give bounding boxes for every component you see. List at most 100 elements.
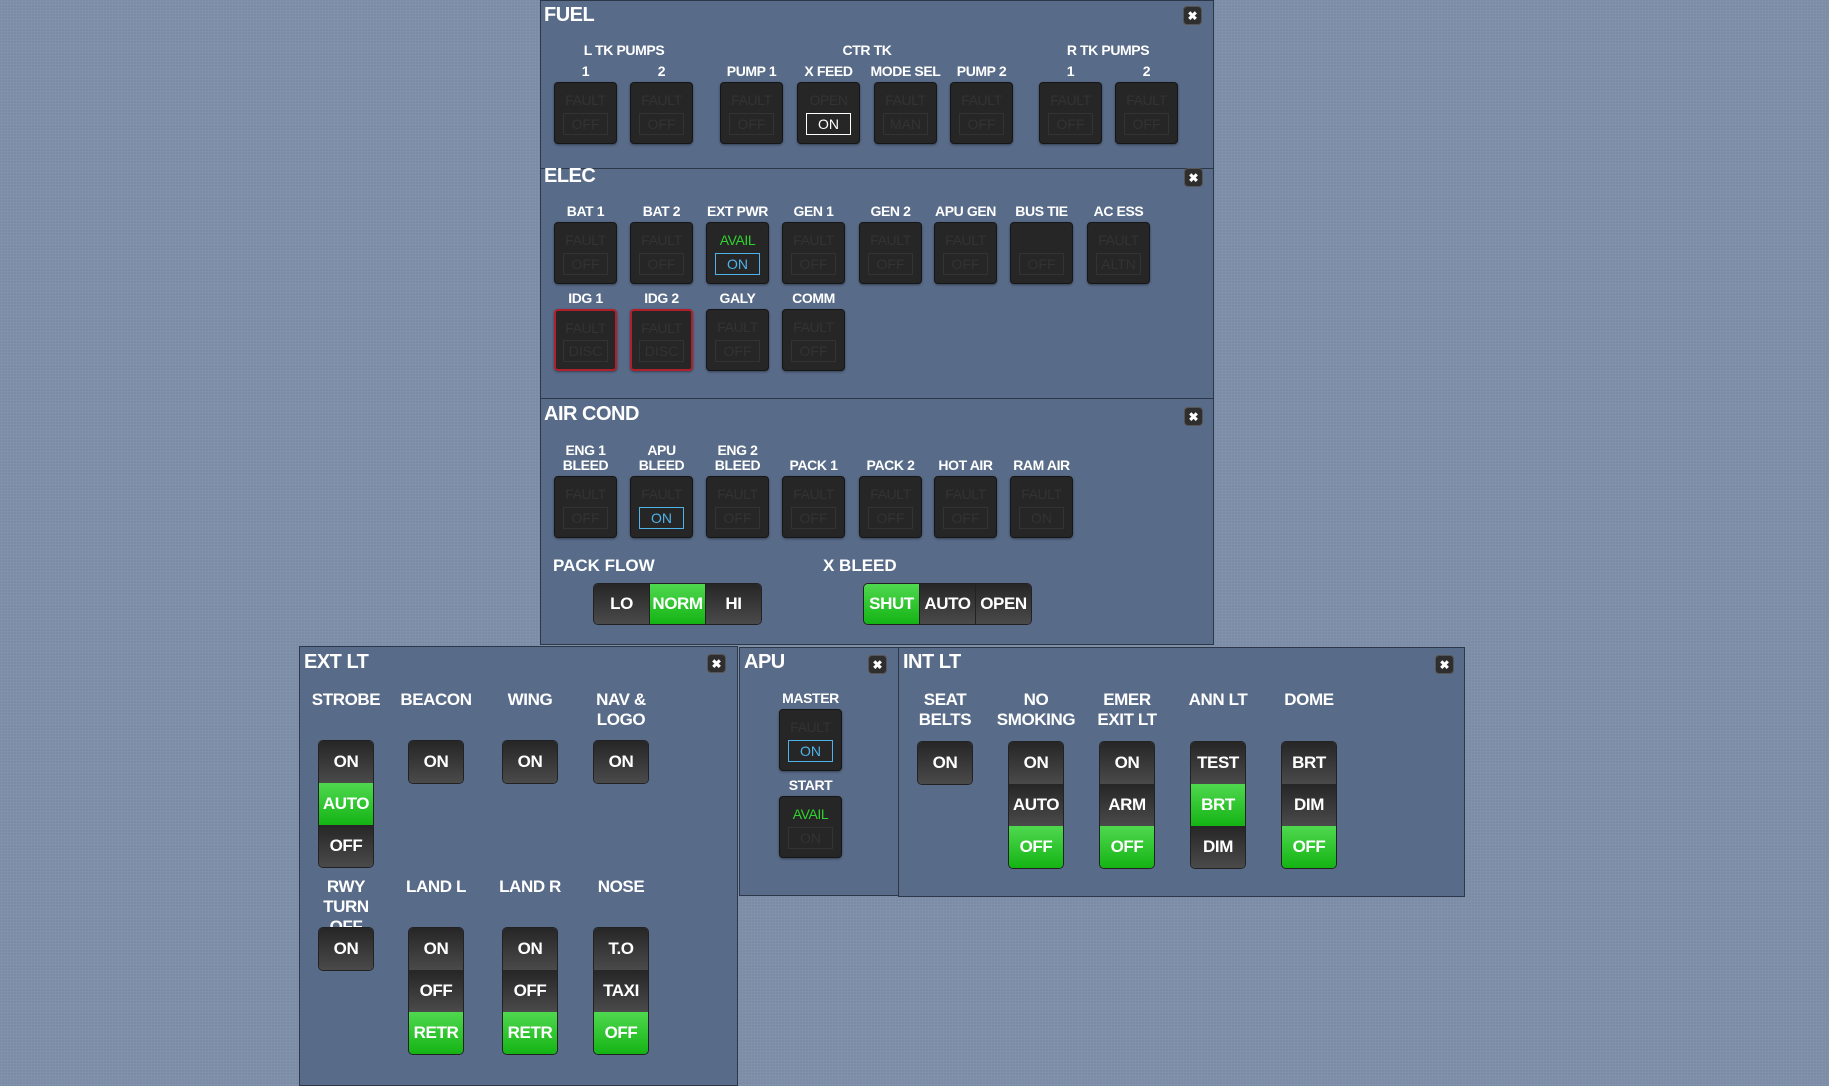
no-smoking-option-auto[interactable]: AUTO [1009,784,1063,826]
seat-belts-switch[interactable]: ON [917,741,973,785]
pack-2-pushbutton[interactable]: FAULT OFF [859,476,922,538]
nose-option-off[interactable]: OFF [594,1012,648,1054]
eng-2-bleed-pushbutton[interactable]: FAULT OFF [706,476,769,538]
bat-1-label: BAT 1 [566,203,605,219]
eng-1-bleed-pushbutton[interactable]: FAULT OFF [554,476,617,538]
dome-option-dim[interactable]: DIM [1282,784,1336,826]
gen-2-pushbutton[interactable]: FAULT OFF [859,222,922,284]
strobe-option-on[interactable]: ON [319,741,373,783]
2-pushbutton[interactable]: FAULT OFF [1115,82,1178,144]
emer-exit-lt-option-on[interactable]: ON [1100,742,1154,784]
idg-1-pushbutton[interactable]: FAULT DISC [554,309,617,371]
nose-option-taxi[interactable]: TAXI [594,970,648,1012]
bat-1-pushbutton[interactable]: FAULT OFF [554,222,617,284]
master-pushbutton[interactable]: FAULT ON [779,709,842,771]
ext-lt-close-icon[interactable]: ✖ [707,654,726,673]
land-r-option-off[interactable]: OFF [503,970,557,1012]
2-pushbutton[interactable]: FAULT OFF [630,82,693,144]
x-bleed-option-auto[interactable]: AUTO [920,584,976,624]
pack-flow-option-norm[interactable]: NORM [650,584,706,624]
strobe-option-off[interactable]: OFF [319,825,373,867]
1-pushbutton[interactable]: FAULT OFF [554,82,617,144]
apu-bleed-pushbutton[interactable]: FAULT ON [630,476,693,538]
x-bleed-option-open[interactable]: OPEN [976,584,1031,624]
emer-exit-lt-option-arm[interactable]: ARM [1100,784,1154,826]
hot-air-pushbutton[interactable]: FAULT OFF [934,476,997,538]
int-lt-close-icon[interactable]: ✖ [1435,655,1454,674]
rwy-turn-off-option-on[interactable]: ON [319,928,373,970]
start-switch-light: ON [788,827,833,849]
int-lt-title: INT LT [903,651,961,673]
ac-ess-pushbutton[interactable]: FAULT ALTN [1087,222,1150,284]
x-bleed-option-shut[interactable]: SHUT [864,584,920,624]
pack-1-pushbutton[interactable]: FAULT OFF [782,476,845,538]
no-smoking-switch[interactable]: ON AUTO OFF [1008,741,1064,869]
ann-lt-switch[interactable]: TEST BRT DIM [1190,741,1246,869]
emer-exit-lt-switch[interactable]: ON ARM OFF [1099,741,1155,869]
land-l-option-off[interactable]: OFF [409,970,463,1012]
nose-switch[interactable]: T.O TAXI OFF [593,927,649,1055]
seat-belts-option-on[interactable]: ON [918,742,972,784]
fuel-close-icon[interactable]: ✖ [1183,6,1202,25]
wing-switch[interactable]: ON [502,740,558,784]
idg-2-label: IDG 2 [644,290,679,306]
land-r-option-retr[interactable]: RETR [503,1012,557,1054]
rwy-turn-off-switch[interactable]: ON [318,927,374,971]
emer-exit-lt-option-off[interactable]: OFF [1100,826,1154,868]
idg-1-switch-light: DISC [563,340,608,362]
apu-gen-pushbutton[interactable]: FAULT OFF [934,222,997,284]
ext-pwr-pushbutton[interactable]: AVAIL ON [706,222,769,284]
comm-pushbutton[interactable]: FAULT OFF [782,309,845,371]
galy-pushbutton[interactable]: FAULT OFF [706,309,769,371]
strobe-switch[interactable]: ON AUTO OFF [318,740,374,868]
eng-2-bleed-switch-light: OFF [715,507,760,529]
ext-lt-title: EXT LT [304,651,369,673]
strobe-option-auto[interactable]: AUTO [319,783,373,825]
ann-lt-option-dim[interactable]: DIM [1191,826,1245,868]
bat-2-status-light: FAULT [641,232,682,248]
ram-air-pushbutton[interactable]: FAULT ON [1010,476,1073,538]
land-r-option-on[interactable]: ON [503,928,557,970]
nav-logo-switch[interactable]: ON [593,740,649,784]
beacon-switch[interactable]: ON [408,740,464,784]
land-l-switch[interactable]: ON OFF RETR [408,927,464,1055]
bat-2-pushbutton[interactable]: FAULT OFF [630,222,693,284]
pack-flow-option-lo[interactable]: LO [594,584,650,624]
dome-label: DOME [1284,690,1334,709]
bat-2-switch-light: OFF [639,253,684,275]
x-bleed-selector[interactable]: SHUT AUTO OPEN [863,583,1032,625]
pack-flow-selector[interactable]: LO NORM HI [593,583,762,625]
elec-close-icon[interactable]: ✖ [1184,168,1203,187]
no-smoking-option-on[interactable]: ON [1009,742,1063,784]
ann-lt-option-test[interactable]: TEST [1191,742,1245,784]
pack-flow-option-hi[interactable]: HI [706,584,761,624]
ann-lt-option-brt[interactable]: BRT [1191,784,1245,826]
dome-switch[interactable]: BRT DIM OFF [1281,741,1337,869]
pump-2-status-light: FAULT [961,92,1002,108]
gen-1-pushbutton[interactable]: FAULT OFF [782,222,845,284]
land-r-label: LAND R [499,877,561,896]
land-l-option-retr[interactable]: RETR [409,1012,463,1054]
no-smoking-option-off[interactable]: OFF [1009,826,1063,868]
idg-2-pushbutton[interactable]: FAULT DISC [630,309,693,371]
wing-option-on[interactable]: ON [503,741,557,783]
pump-1-pushbutton[interactable]: FAULT OFF [720,82,783,144]
ram-air-switch-light: ON [1019,507,1064,529]
x-feed-pushbutton[interactable]: OPEN ON [797,82,860,144]
bus-tie-pushbutton[interactable]: OFF [1010,222,1073,284]
start-pushbutton[interactable]: AVAIL ON [779,796,842,858]
nav-logo-option-on[interactable]: ON [594,741,648,783]
dome-option-off[interactable]: OFF [1282,826,1336,868]
land-r-switch[interactable]: ON OFF RETR [502,927,558,1055]
gen-1-label: GEN 1 [793,203,834,219]
apu-close-icon[interactable]: ✖ [868,655,887,674]
nose-option-t-o[interactable]: T.O [594,928,648,970]
1-pushbutton[interactable]: FAULT OFF [1039,82,1102,144]
pump-2-pushbutton[interactable]: FAULT OFF [950,82,1013,144]
beacon-option-on[interactable]: ON [409,741,463,783]
mode-sel-pushbutton[interactable]: FAULT MAN [874,82,937,144]
land-l-option-on[interactable]: ON [409,928,463,970]
x-feed-label: X FEED [804,63,853,79]
air-cond-close-icon[interactable]: ✖ [1184,407,1203,426]
dome-option-brt[interactable]: BRT [1282,742,1336,784]
